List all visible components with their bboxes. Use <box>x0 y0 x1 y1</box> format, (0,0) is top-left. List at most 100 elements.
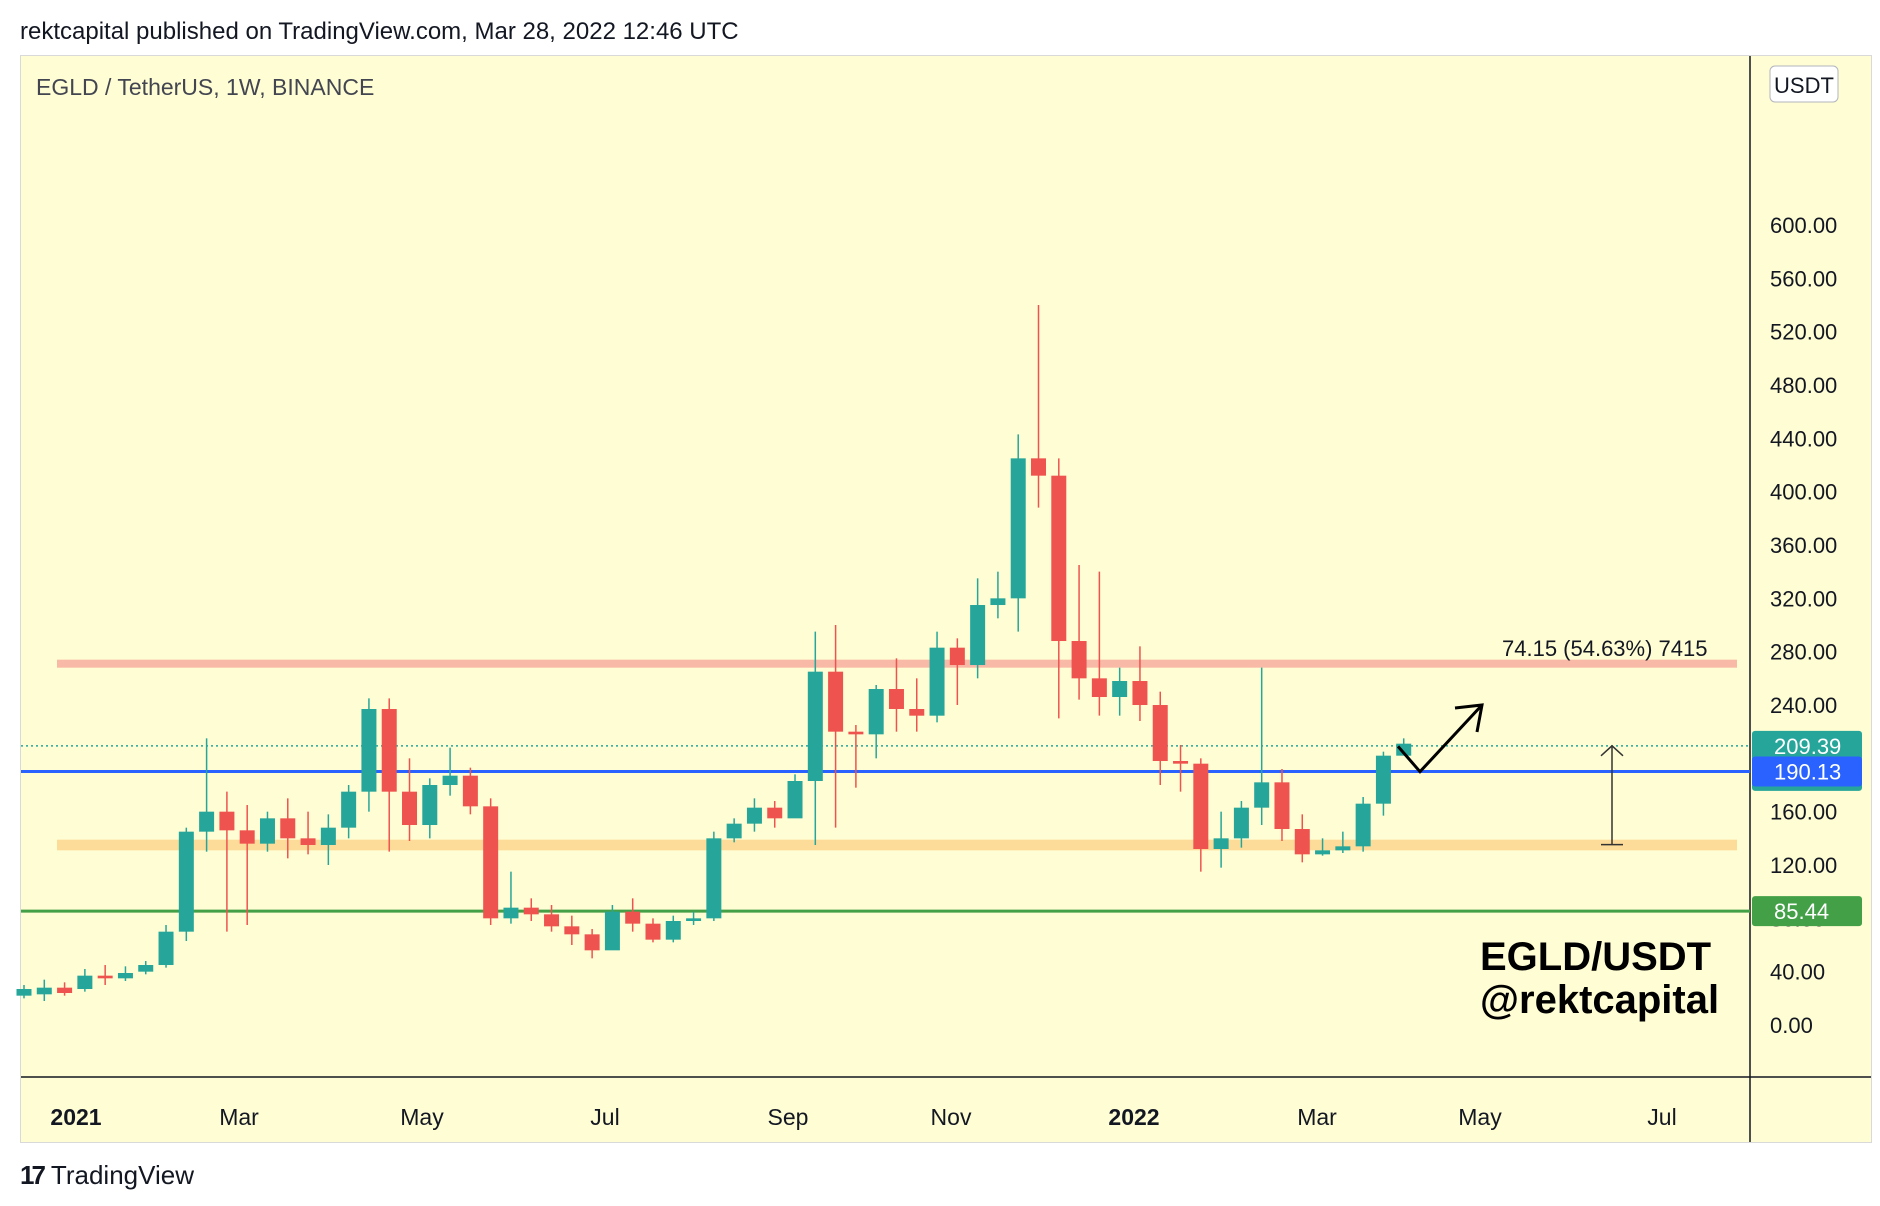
horizontal-lines <box>21 745 1750 913</box>
candle[interactable] <box>1051 458 1067 719</box>
candle-body <box>77 975 93 990</box>
candle[interactable] <box>219 791 235 932</box>
candle[interactable] <box>1233 801 1249 848</box>
candle-body <box>158 931 174 966</box>
candle[interactable] <box>787 774 803 819</box>
candle[interactable] <box>483 798 499 926</box>
candle[interactable] <box>199 738 215 852</box>
y-tick-label: 160.00 <box>1770 800 1837 825</box>
candle[interactable] <box>1112 667 1128 716</box>
currency-label: USDT <box>1774 73 1834 98</box>
candle[interactable] <box>341 785 357 839</box>
candle[interactable] <box>1173 745 1189 792</box>
price-tag-2: 85.44 <box>1752 896 1862 927</box>
candle[interactable] <box>97 965 113 986</box>
projection-arrow <box>1396 703 1484 774</box>
candle[interactable] <box>665 915 681 943</box>
candle-body <box>462 775 478 807</box>
candle-body <box>97 975 113 979</box>
candle[interactable] <box>178 827 194 942</box>
candle[interactable] <box>625 898 641 932</box>
y-tick-label: 400.00 <box>1770 480 1837 505</box>
candle[interactable] <box>970 578 986 679</box>
candle[interactable] <box>1193 758 1209 872</box>
price-tag-value: 209.39 <box>1774 734 1841 759</box>
candle[interactable] <box>564 915 580 946</box>
candle[interactable] <box>361 698 377 812</box>
candle[interactable] <box>909 678 925 732</box>
candle-body <box>442 775 458 786</box>
candle[interactable] <box>259 811 275 852</box>
projection-path <box>1396 703 1484 774</box>
candle[interactable] <box>1315 838 1331 856</box>
candle[interactable] <box>726 818 742 843</box>
candle[interactable] <box>320 814 336 866</box>
projection-arrowhead <box>1454 703 1484 733</box>
candle[interactable] <box>36 979 52 1002</box>
footer: 17 TradingView <box>20 1160 194 1191</box>
candle[interactable] <box>888 658 904 732</box>
candle[interactable] <box>57 982 73 996</box>
candle-body <box>320 827 336 846</box>
candle[interactable] <box>1254 667 1270 826</box>
candle[interactable] <box>158 925 174 968</box>
candle-body <box>706 838 722 919</box>
candle[interactable] <box>584 929 600 959</box>
candle-body <box>280 818 296 839</box>
candle[interactable] <box>949 638 965 706</box>
candle[interactable] <box>1335 831 1351 854</box>
candle[interactable] <box>1132 646 1148 722</box>
candle[interactable] <box>239 805 255 926</box>
y-tick-label: 240.00 <box>1770 693 1837 718</box>
candle[interactable] <box>138 961 154 975</box>
candle[interactable] <box>280 798 296 859</box>
candle[interactable] <box>645 918 661 943</box>
candle-body <box>1396 743 1412 756</box>
candle[interactable] <box>16 985 32 999</box>
candle[interactable] <box>1071 565 1087 700</box>
candle[interactable] <box>706 831 722 922</box>
candle[interactable] <box>828 625 844 828</box>
currency-button[interactable]: USDT <box>1769 65 1839 103</box>
candle[interactable] <box>1091 571 1107 716</box>
price-chart[interactable]: EGLD / TetherUS, 1W, BINANCE USDT 600.00… <box>0 0 1880 1150</box>
candle[interactable] <box>929 631 945 723</box>
candle[interactable] <box>402 758 418 842</box>
candle[interactable] <box>381 698 397 852</box>
candle[interactable] <box>1375 751 1391 816</box>
candle[interactable] <box>1152 691 1168 786</box>
candle[interactable] <box>442 747 458 796</box>
candle-body <box>402 791 418 826</box>
candle-body <box>1315 850 1331 855</box>
candle[interactable] <box>1396 738 1412 756</box>
candle-body <box>199 811 215 832</box>
candle[interactable] <box>1355 797 1371 852</box>
candle[interactable] <box>117 966 133 982</box>
candles <box>16 305 1412 1002</box>
candle[interactable] <box>422 778 438 839</box>
candle[interactable] <box>767 801 783 828</box>
candle[interactable] <box>77 969 93 992</box>
candle[interactable] <box>544 905 560 932</box>
candle-body <box>300 838 316 846</box>
candle[interactable] <box>604 905 620 951</box>
candle[interactable] <box>1031 305 1046 508</box>
candle[interactable] <box>686 911 702 926</box>
candle[interactable] <box>868 685 884 759</box>
candle[interactable] <box>1213 811 1229 868</box>
candle[interactable] <box>1010 434 1026 632</box>
candle[interactable] <box>462 767 478 815</box>
y-tick-label: 40.00 <box>1770 960 1825 985</box>
candle-body <box>767 807 783 819</box>
candle[interactable] <box>807 631 823 846</box>
candle[interactable] <box>990 571 1006 619</box>
candle[interactable] <box>848 725 864 788</box>
candle-body <box>686 918 702 922</box>
candle[interactable] <box>300 811 316 855</box>
candle[interactable] <box>523 898 539 922</box>
candle[interactable] <box>1274 769 1290 842</box>
candle[interactable] <box>503 871 519 924</box>
candle[interactable] <box>746 798 762 832</box>
candle[interactable] <box>1294 814 1310 863</box>
